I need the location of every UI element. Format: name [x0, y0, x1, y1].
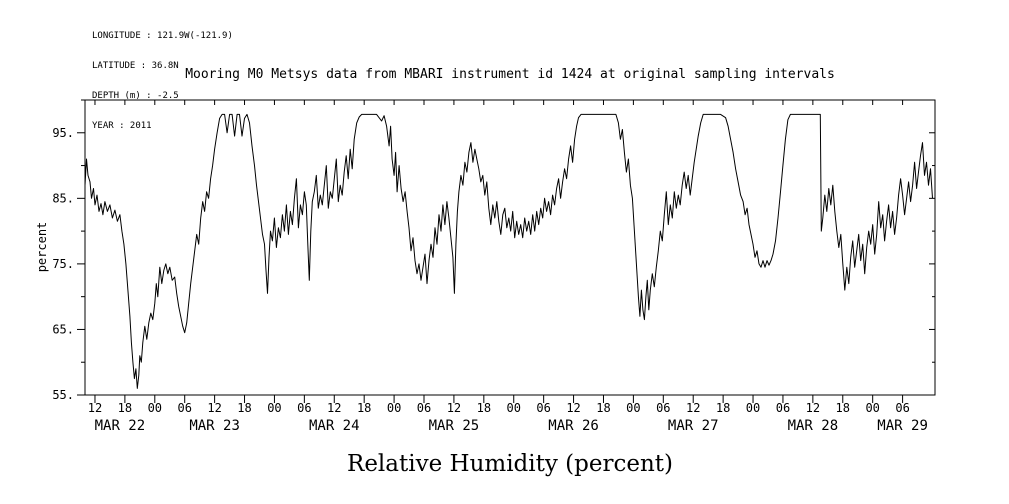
day-label: MAR 29: [877, 418, 928, 434]
x-tick-label: 12: [566, 401, 580, 415]
y-tick-label: 95.: [52, 126, 74, 140]
x-tick-label: 00: [148, 401, 162, 415]
x-tick-label: 18: [118, 401, 132, 415]
meta-longitude: LONGITUDE : 121.9W(-121.9): [92, 31, 233, 41]
day-label: MAR 23: [189, 418, 240, 434]
x-tick-label: 12: [447, 401, 461, 415]
day-label: MAR 26: [548, 418, 599, 434]
x-tick-label: 12: [88, 401, 102, 415]
meta-depth: DEPTH (m) : -2.5: [92, 91, 179, 101]
x-tick-label: 06: [895, 401, 909, 415]
x-tick-label: 12: [207, 401, 221, 415]
x-tick-label: 18: [477, 401, 491, 415]
x-tick-label: 12: [686, 401, 700, 415]
x-tick-label: 00: [746, 401, 760, 415]
x-tick-label: 00: [387, 401, 401, 415]
humidity-line: [84, 113, 933, 389]
y-tick-label: 85.: [52, 191, 74, 205]
x-tick-label: 06: [656, 401, 670, 415]
x-tick-label: 06: [177, 401, 191, 415]
x-tick-label: 06: [297, 401, 311, 415]
x-tick-label: 00: [267, 401, 281, 415]
x-tick-label: 18: [716, 401, 730, 415]
day-label: MAR 24: [309, 418, 360, 434]
x-tick-label: 06: [536, 401, 550, 415]
x-tick-label: 06: [417, 401, 431, 415]
plot-frame: [84, 99, 936, 396]
x-axis-title: Relative Humidity (percent): [347, 451, 673, 477]
x-tick-label: 00: [626, 401, 640, 415]
x-tick-label: 18: [836, 401, 850, 415]
x-tick-label: 12: [327, 401, 341, 415]
x-tick-label: 12: [806, 401, 820, 415]
metadata-block: LONGITUDE : 121.9W(-121.9) LATITUDE : 36…: [92, 11, 233, 151]
day-label: MAR 25: [429, 418, 480, 434]
x-tick-label: 18: [596, 401, 610, 415]
x-tick-label: 06: [776, 401, 790, 415]
meta-year: YEAR : 2011: [92, 121, 152, 131]
y-tick-label: 75.: [52, 257, 74, 271]
x-tick-label: 00: [507, 401, 521, 415]
y-tick-label: 65.: [52, 322, 74, 336]
x-tick-label: 18: [357, 401, 371, 415]
chart-title: Mooring M0 Metsys data from MBARI instru…: [185, 67, 835, 82]
y-tick-label: 55.: [52, 388, 74, 402]
x-tick-label: 00: [865, 401, 879, 415]
day-label: MAR 28: [788, 418, 839, 434]
day-label: MAR 27: [668, 418, 719, 434]
meta-latitude: LATITUDE : 36.8N: [92, 61, 179, 71]
x-tick-label: 18: [237, 401, 251, 415]
day-label: MAR 22: [95, 418, 146, 434]
